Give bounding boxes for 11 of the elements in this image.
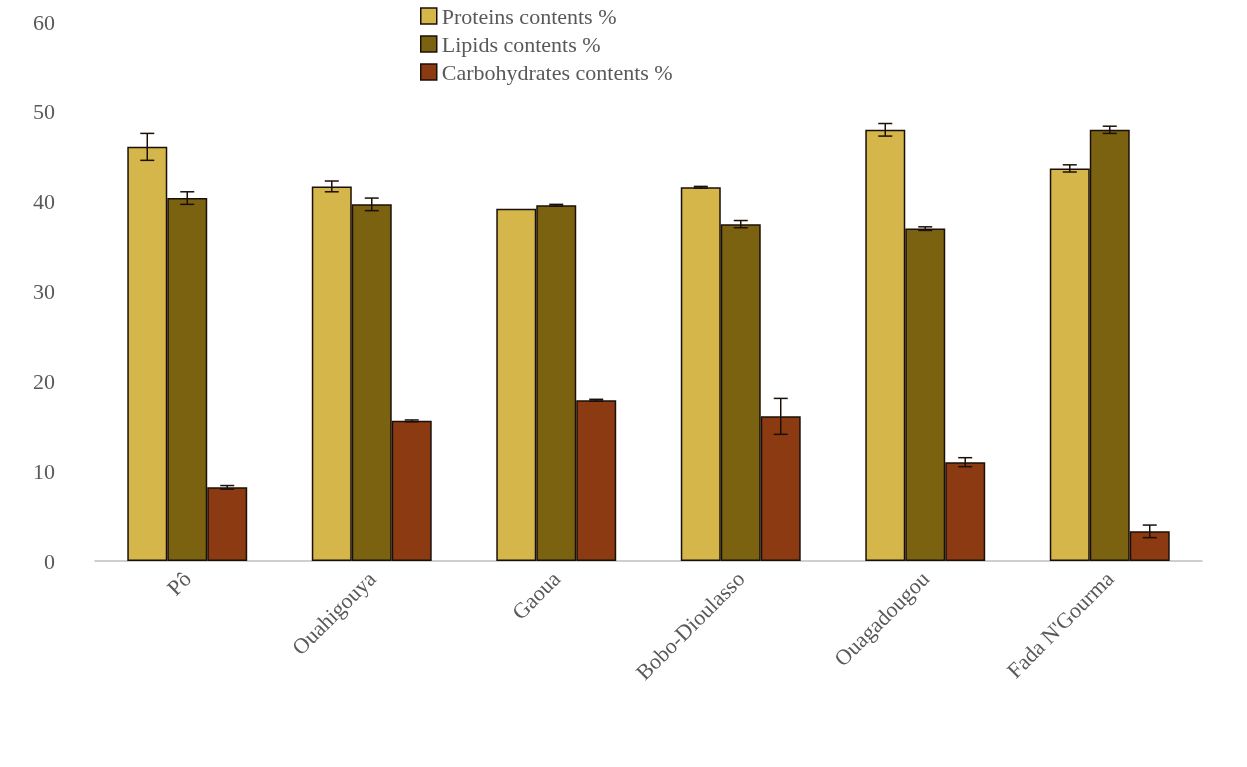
y-tick-label: 60 [33,9,55,35]
y-tick-label: 0 [44,548,55,574]
y-tick-label: 50 [33,99,55,125]
legend-label: Proteins contents % [441,3,617,29]
y-tick-label: 30 [33,279,55,304]
x-tick-label: Pô [161,566,197,601]
y-tick-label: 40 [33,189,55,215]
y-tick-label: 20 [33,368,55,394]
legend-label: Lipids contents % [441,31,601,57]
y-tick-label: 10 [33,458,55,484]
legend-label: Carbohydrates contents % [441,59,673,85]
